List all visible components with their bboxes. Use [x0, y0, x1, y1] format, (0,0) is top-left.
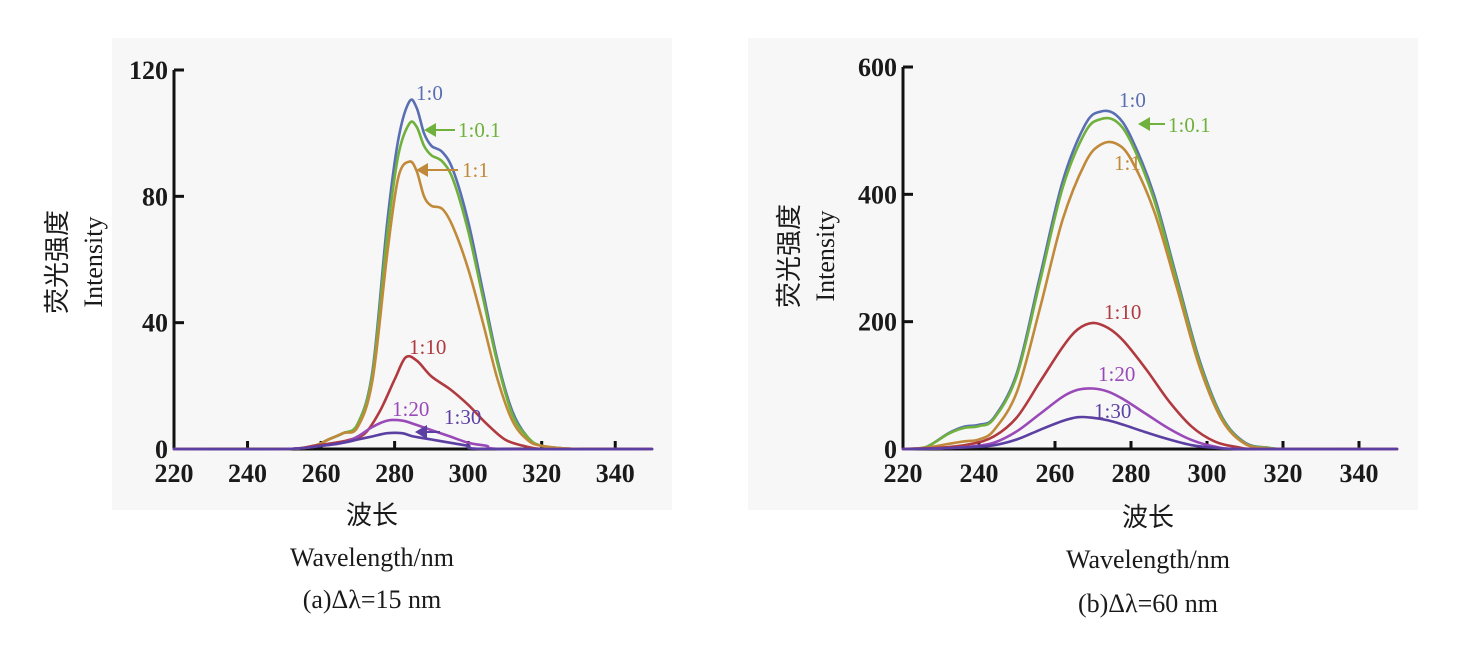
- panel-b-background: [748, 38, 1418, 510]
- panel-a-x-tick-label: 280: [375, 459, 414, 488]
- panel-b-series-line-5: [901, 415, 1399, 451]
- panel-a-xlabel-cn: 波长: [346, 501, 398, 530]
- panel-b-x-tick-label: 240: [960, 459, 999, 488]
- panel-a-series-label: 1:0: [416, 81, 443, 105]
- panel-a-x-tick-label: 340: [596, 459, 635, 488]
- panel-b-x-tick-label: 340: [1340, 459, 1379, 488]
- panel-a-series-label: 1:1: [462, 158, 489, 182]
- panel-a-series-label: 1:20: [392, 397, 429, 421]
- panel-a-background: [112, 38, 672, 510]
- panel-b-xlabel-en: Wavelength/nm: [1066, 545, 1230, 574]
- panel-b-x-tick-label: 220: [884, 459, 923, 488]
- panel-b-ylabel-cn: 荧光强度: [775, 204, 804, 308]
- panel-b-y-tick-label: 400: [858, 180, 897, 209]
- panel-b-series-label: 1:1: [1114, 151, 1141, 175]
- panel-b-series-line-3: [901, 321, 1399, 451]
- panel-b-series-label: 1:30: [1094, 399, 1131, 423]
- panel-b-ylabel-en: Intensity: [811, 211, 840, 302]
- panel-b-series-line-2: [901, 140, 1399, 451]
- panel-a-y-tick-label: 80: [142, 182, 168, 211]
- panel-b-series-label: 1:20: [1098, 362, 1135, 386]
- panel-b: 0 200 400 600 220 240 260 280 300 320 340 1:0 1:0.1 1…: [858, 53, 1399, 488]
- panel-a-label-arrowhead: [416, 163, 428, 177]
- panel-a-series-line-5: [172, 431, 654, 451]
- panel-b-series-label: 1:0: [1119, 88, 1146, 112]
- panel-a: 0 40 80 120 220 240 260 280 300 320 340 1:0 1:0.1 1:1…: [129, 56, 654, 488]
- panel-a-y-tick-label: 40: [142, 309, 168, 338]
- panel-a-series-label: 1:0.1: [458, 118, 501, 142]
- panel-b-series-label: 1:10: [1104, 300, 1141, 324]
- panel-b-series-line-4: [901, 387, 1399, 451]
- panel-a-label-arrowhead: [415, 425, 427, 439]
- panel-a-y-tick-label: 0: [155, 435, 168, 464]
- panel-a-y-tick-label: 120: [129, 56, 168, 85]
- panel-b-y-tick-label: 200: [858, 308, 897, 337]
- panel-b-y-tick-label: 600: [858, 53, 897, 82]
- panel-a-x-tick-label: 300: [449, 459, 488, 488]
- panel-a-label-arrowhead: [424, 123, 436, 137]
- panel-b-caption: (b)Δλ=60 nm: [1078, 589, 1218, 618]
- panel-b-series-label: 1:0.1: [1168, 113, 1211, 137]
- panel-b-xlabel-cn: 波长: [1122, 503, 1174, 532]
- panel-a-ylabel-cn: 荧光强度: [43, 210, 72, 314]
- panel-b-x-tick-label: 320: [1264, 459, 1303, 488]
- panel-a-caption: (a)Δλ=15 nm: [303, 585, 442, 614]
- panel-b-y-tick-label: 0: [884, 435, 897, 464]
- panel-a-ylabel-en: Intensity: [79, 217, 108, 308]
- panel-b-x-tick-label: 280: [1112, 459, 1151, 488]
- panel-b-label-arrowhead: [1138, 117, 1150, 131]
- panel-a-xlabel-en: Wavelength/nm: [290, 543, 454, 572]
- panel-b-x-tick-label: 260: [1036, 459, 1075, 488]
- panel-a-x-tick-label: 260: [302, 459, 341, 488]
- panel-a-x-tick-label: 220: [155, 459, 194, 488]
- panel-b-x-tick-label: 300: [1188, 459, 1227, 488]
- panel-a-series-label: 1:30: [444, 405, 481, 429]
- panel-a-series-label: 1:10: [409, 335, 446, 359]
- panel-a-x-tick-label: 320: [522, 459, 561, 488]
- panel-a-series-line-2: [172, 160, 654, 451]
- panel-a-x-tick-label: 240: [228, 459, 267, 488]
